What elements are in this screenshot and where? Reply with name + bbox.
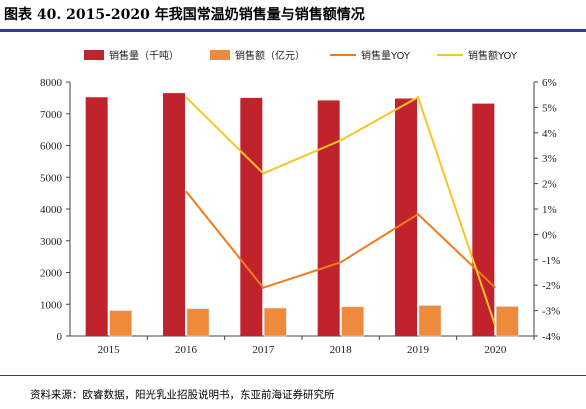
- value-bar: [496, 306, 519, 337]
- left-tick-label: 8000: [40, 77, 63, 89]
- source-note: 资料来源：欧睿数据，阳光乳业招股说明书，东亚前海证券研究所: [30, 389, 335, 401]
- left-tick-label: 4000: [40, 204, 63, 216]
- legend-volume-yoy-label: 销售量YOY: [361, 49, 411, 62]
- volume-yoy-line: [185, 190, 496, 289]
- x-axis: 2015 2016 2017 2018 2019 2020: [70, 335, 535, 356]
- legend-value-item: 销售额（亿元）: [210, 49, 305, 62]
- volume-bar: [472, 103, 495, 336]
- volume-bar: [240, 97, 263, 336]
- value-bar: [186, 308, 210, 337]
- lines: [185, 95, 497, 327]
- x-tick-label: 2017: [252, 344, 275, 356]
- left-tick-label: 6000: [40, 141, 63, 153]
- left-tick-label: 1000: [40, 299, 63, 311]
- x-tick-label: 2019: [407, 344, 430, 356]
- legend-value-label: 销售额（亿元）: [235, 49, 305, 62]
- x-tick-label: 2015: [98, 344, 121, 356]
- legend-value-swatch: [210, 50, 230, 60]
- right-tick-label: -3%: [542, 306, 560, 318]
- title-rule: [0, 29, 586, 32]
- value-bar: [418, 305, 442, 337]
- right-tick-label: 4%: [542, 128, 557, 140]
- footer-rule: [0, 375, 586, 376]
- legend-value-yoy-label: 销售额YOY: [468, 49, 518, 62]
- right-tick-label: 0%: [542, 229, 557, 241]
- right-tick-label: -4%: [542, 331, 560, 343]
- left-y-axis: 0 1000 2000 3000 4000 5000 6000 7000 8000: [40, 77, 71, 343]
- right-tick-label: 1%: [542, 204, 557, 216]
- legend-volume-label: 销售量（千吨）: [109, 49, 179, 62]
- left-tick-label: 0: [57, 331, 63, 343]
- right-tick-label: 6%: [542, 77, 557, 89]
- volume-bar: [395, 98, 417, 336]
- value-bar: [341, 306, 364, 337]
- page-title: 图表 40. 2015-2020 年我国常温奶销售量与销售额情况: [4, 7, 365, 23]
- legend: 销售量（千吨） 销售额（亿元） 销售量YOY 销售额YOY: [84, 49, 518, 62]
- chart: 销售量（千吨） 销售额（亿元） 销售量YOY 销售额YOY 0 1000 2000 3000…: [40, 49, 560, 356]
- left-tick-label: 3000: [40, 236, 63, 248]
- x-tick-label: 2016: [175, 344, 198, 356]
- value-bar: [109, 310, 132, 337]
- x-tick-label: 2020: [484, 344, 507, 356]
- volume-bar: [85, 97, 108, 336]
- right-tick-label: 2%: [542, 179, 557, 191]
- right-tick-label: -2%: [542, 280, 560, 292]
- x-tick-label: 2018: [330, 344, 353, 356]
- right-tick-label: -1%: [542, 255, 560, 267]
- left-tick-label: 7000: [40, 109, 63, 121]
- value-bar: [264, 307, 287, 337]
- right-tick-label: 3%: [542, 153, 557, 165]
- left-tick-label: 2000: [40, 268, 63, 280]
- value-yoy-line: [185, 95, 497, 327]
- legend-value-yoy-item: 销售额YOY: [437, 49, 518, 62]
- bars: [85, 93, 519, 337]
- right-tick-label: 5%: [542, 102, 557, 114]
- left-tick-label: 5000: [40, 172, 63, 184]
- volume-bar: [317, 100, 340, 336]
- legend-volume-item: 销售量（千吨）: [84, 49, 179, 62]
- volume-bar: [163, 93, 185, 336]
- legend-volume-yoy-item: 销售量YOY: [330, 49, 411, 62]
- right-y-axis: -4% -3% -2% -1% 0% 1% 2% 3% 4% 5% 6%: [533, 77, 560, 343]
- legend-volume-swatch: [84, 50, 104, 60]
